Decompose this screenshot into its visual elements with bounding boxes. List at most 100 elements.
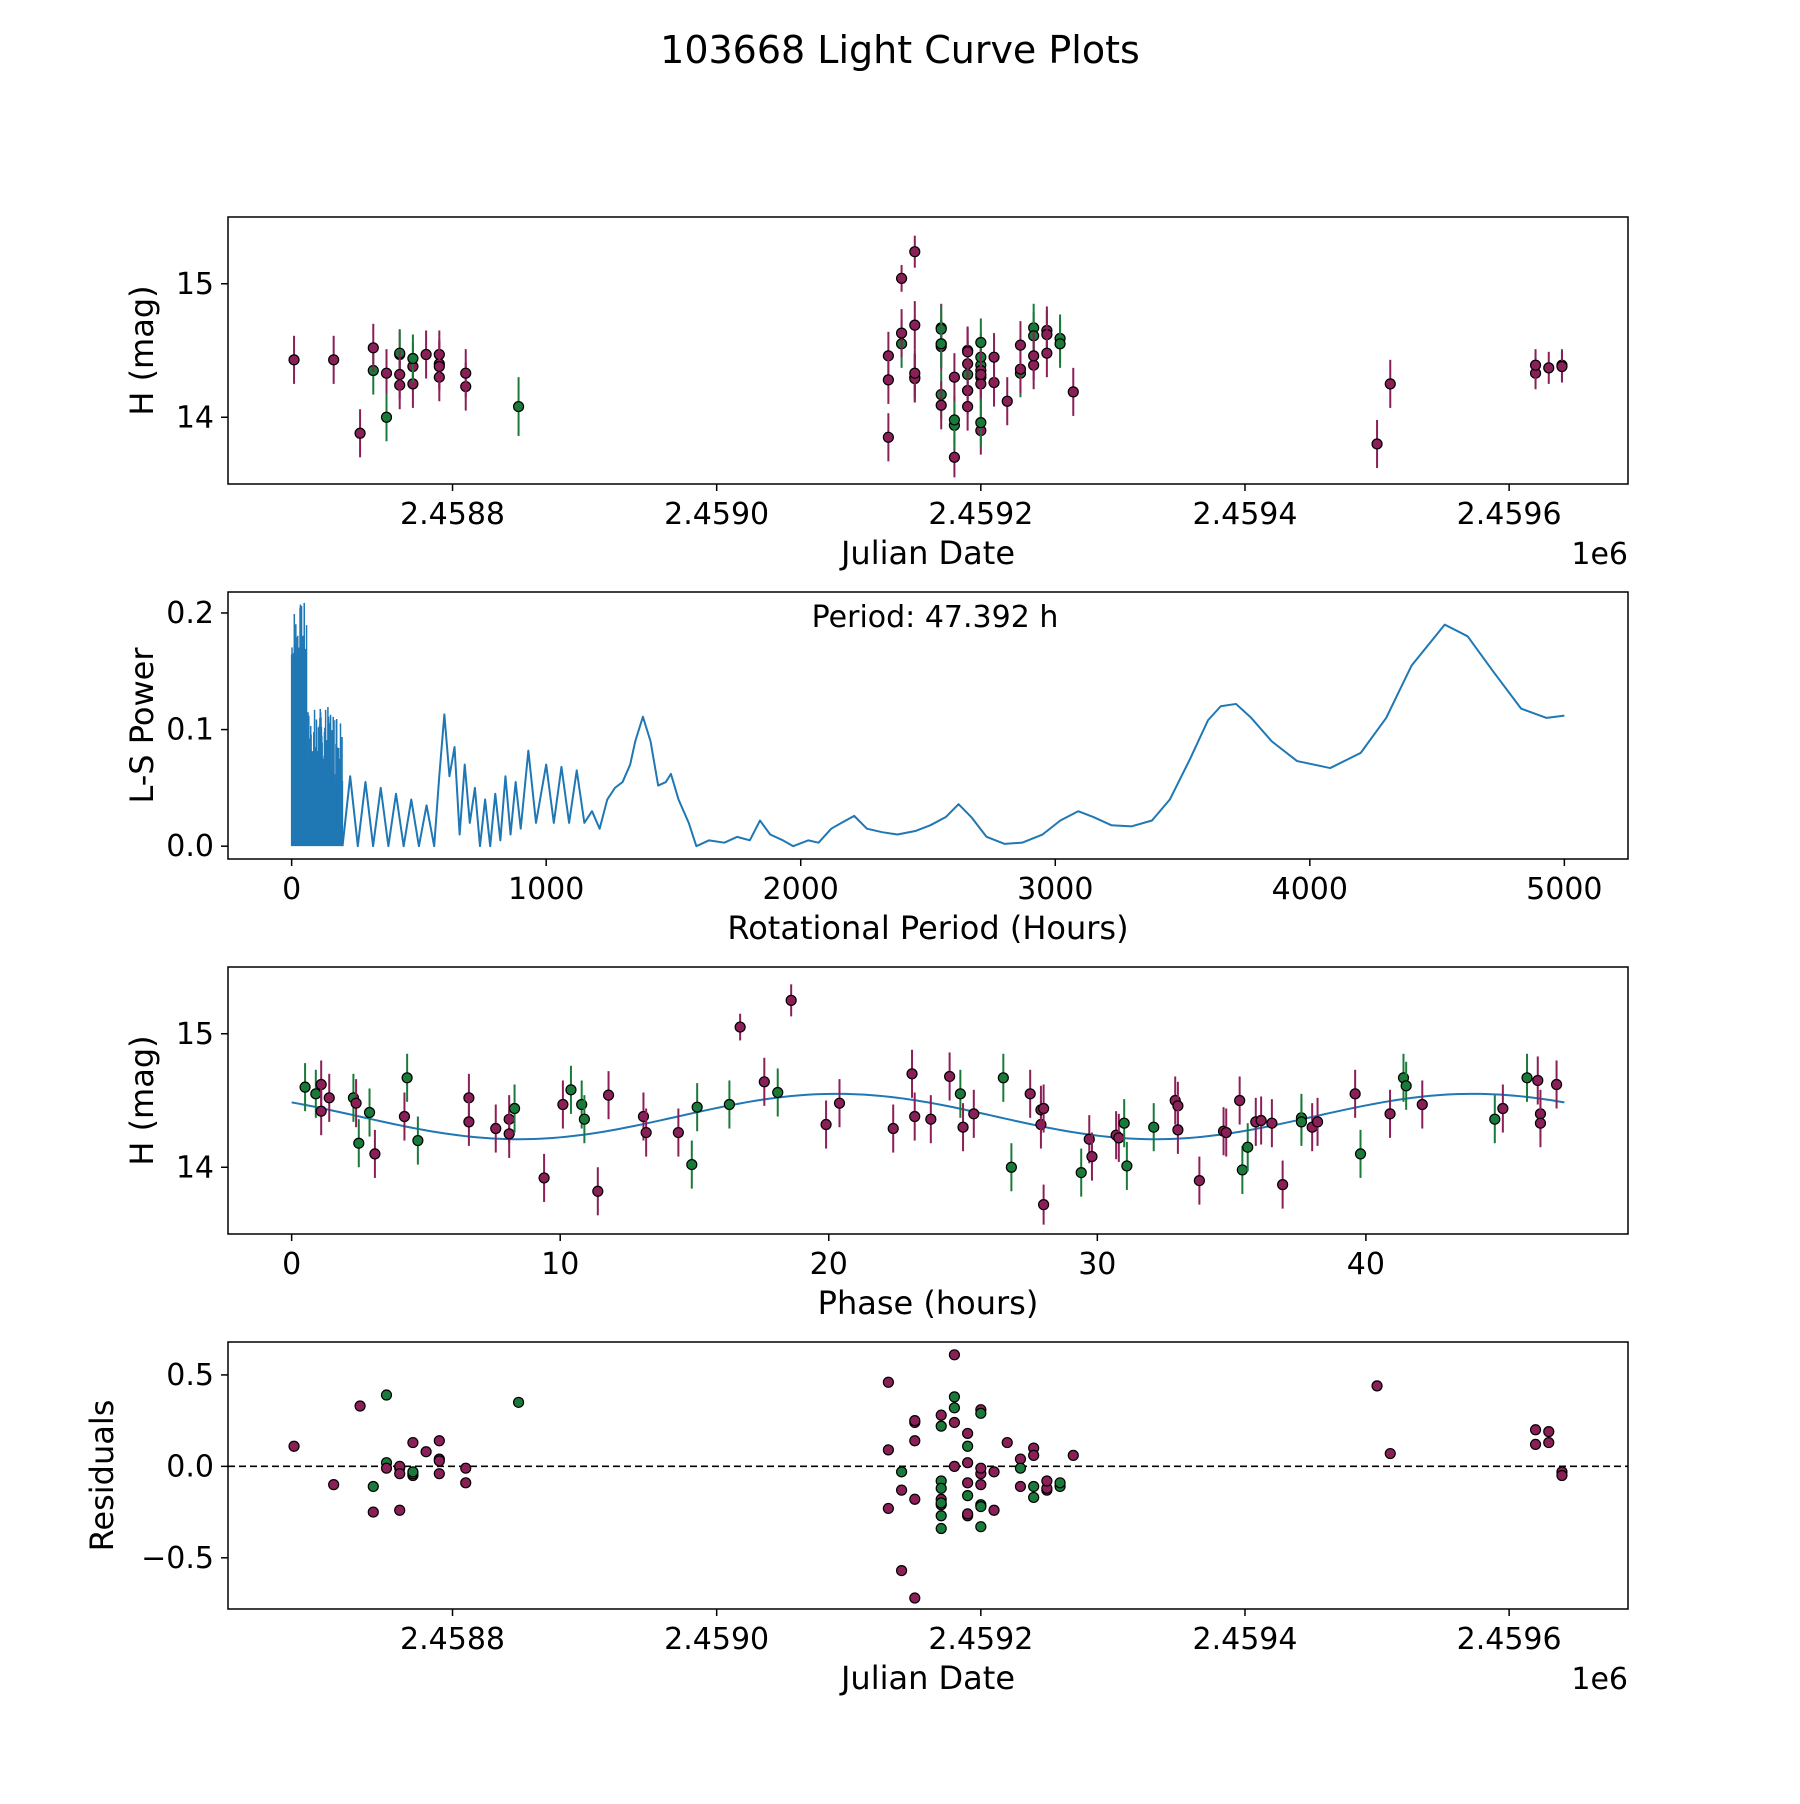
data-point: [1234, 1094, 1246, 1107]
data-point: [1384, 378, 1396, 390]
data-point: [407, 1466, 419, 1478]
data-point: [433, 1435, 445, 1447]
data-point: [935, 399, 947, 411]
data-point: [538, 1172, 550, 1184]
data-point: [1556, 360, 1568, 373]
data-point: [1236, 1164, 1248, 1176]
data-point: [962, 1440, 974, 1452]
x-tick-label: 2.4588: [400, 1622, 505, 1657]
y-tick-label: −0.5: [141, 1541, 214, 1576]
panel-raw: 2.4588 2.4590 2.4592 2.4594 2.4596 14 15 Julian…: [123, 216, 1629, 572]
data-point: [997, 1072, 1009, 1084]
data-point: [512, 400, 525, 413]
data-point: [1543, 362, 1555, 374]
axes-frame: [227, 591, 1629, 860]
data-point: [1014, 1462, 1027, 1474]
periodogram-spikes: [290, 602, 344, 847]
data-point: [1371, 438, 1383, 450]
data-point: [962, 1490, 974, 1502]
data-point: [315, 1105, 327, 1117]
data-point: [1534, 1117, 1547, 1129]
x-tick-label: 1000: [508, 872, 584, 907]
data-point: [398, 1110, 411, 1123]
y-tick-label: 14: [176, 400, 214, 435]
data-point: [975, 1407, 987, 1419]
data-point: [909, 1592, 921, 1604]
data-point: [925, 1113, 937, 1125]
data-point: [1277, 1179, 1289, 1191]
data-point: [772, 1086, 784, 1099]
x-tick-label: 2.4590: [664, 497, 769, 532]
data-point: [935, 1510, 947, 1522]
x-tick-label: 20: [810, 1247, 848, 1282]
data-point: [906, 1068, 918, 1080]
data-point: [1001, 1436, 1013, 1449]
data-point: [1371, 1380, 1383, 1392]
data-point: [935, 1522, 947, 1535]
data-point: [363, 1106, 376, 1119]
data-point: [1311, 1116, 1324, 1128]
y-axis-label: L-S Power: [123, 647, 161, 804]
data-point: [1014, 1480, 1027, 1493]
y-tick-label: 14: [176, 1150, 214, 1185]
data-point: [1028, 1449, 1040, 1461]
data-point: [957, 1121, 969, 1133]
x-tick-label: 2000: [763, 872, 839, 907]
data-point: [975, 368, 987, 381]
data-point: [328, 1479, 340, 1491]
data-point: [988, 351, 1000, 363]
data-point: [503, 1128, 515, 1140]
data-point: [407, 352, 419, 365]
data-point: [367, 1480, 379, 1493]
data-point: [948, 1416, 961, 1429]
y-tick-label: 0.0: [166, 829, 214, 864]
axes-frame: [227, 966, 1629, 1235]
data-point: [592, 1185, 604, 1197]
data-point: [1529, 1424, 1542, 1436]
data-point: [975, 1521, 987, 1533]
data-point: [758, 1076, 770, 1088]
data-point: [1532, 1074, 1544, 1087]
data-point: [962, 1477, 974, 1489]
data-point: [353, 1137, 365, 1149]
plot-area-phased: [291, 984, 1565, 1225]
data-point: [394, 1468, 406, 1480]
data-point: [1041, 347, 1053, 359]
data-point: [1118, 1117, 1130, 1129]
data-point: [1086, 1150, 1098, 1163]
data-point: [288, 354, 300, 366]
data-point: [328, 354, 340, 366]
data-point: [401, 1072, 413, 1084]
data-point: [962, 1508, 974, 1520]
x-axis-label: Julian Date: [839, 1659, 1015, 1697]
data-point: [723, 1098, 736, 1111]
data-point: [686, 1158, 698, 1171]
periodogram-curve: [341, 623, 1565, 848]
data-point: [369, 1148, 381, 1160]
data-point: [1113, 1132, 1125, 1144]
data-point: [935, 1497, 947, 1509]
data-point: [433, 360, 445, 373]
data-point: [565, 1084, 577, 1096]
plot-area-residuals: [228, 1349, 1628, 1604]
data-point: [975, 336, 987, 349]
plot-area-raw: [288, 235, 1568, 478]
data-point: [895, 272, 908, 285]
data-point: [909, 1493, 921, 1505]
data-point: [1014, 339, 1027, 351]
data-point: [962, 1427, 974, 1440]
x-tick-label: 2.4596: [1457, 497, 1562, 532]
data-point: [1416, 1098, 1428, 1111]
data-point: [882, 431, 894, 443]
data-point: [962, 400, 974, 413]
data-point: [288, 1440, 300, 1452]
data-point: [1041, 1475, 1053, 1487]
data-point: [935, 1420, 947, 1432]
data-point: [944, 1070, 956, 1083]
data-point: [1384, 1108, 1396, 1120]
x-tick-label: 10: [541, 1247, 579, 1282]
data-point: [909, 1110, 921, 1123]
data-point: [988, 1504, 1000, 1516]
data-point: [602, 1089, 615, 1101]
